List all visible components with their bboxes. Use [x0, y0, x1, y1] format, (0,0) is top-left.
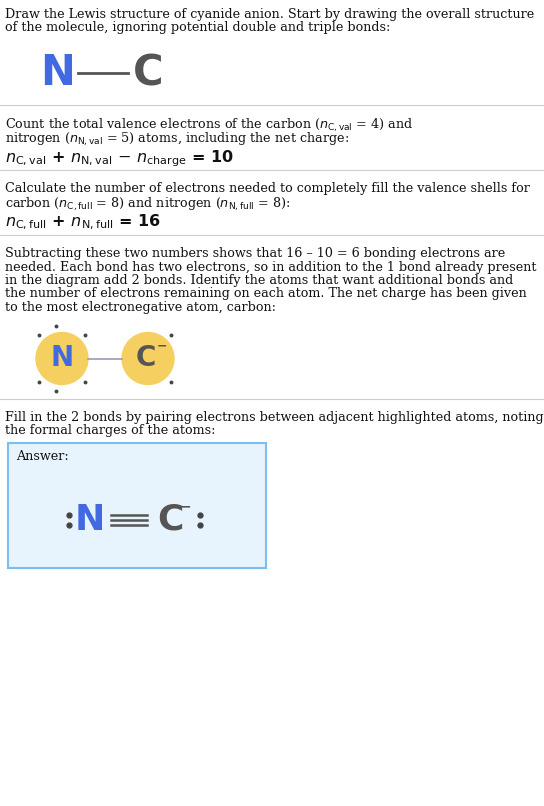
- Text: Subtracting these two numbers shows that 16 – 10 = 6 bonding electrons are: Subtracting these two numbers shows that…: [5, 247, 505, 260]
- Text: −: −: [157, 339, 167, 352]
- Text: N: N: [75, 503, 105, 537]
- Text: of the molecule, ignoring potential double and triple bonds:: of the molecule, ignoring potential doub…: [5, 22, 391, 35]
- FancyBboxPatch shape: [8, 442, 266, 567]
- Text: N: N: [41, 52, 76, 94]
- Text: needed. Each bond has two electrons, so in addition to the 1 bond already presen: needed. Each bond has two electrons, so …: [5, 260, 536, 273]
- Text: Calculate the number of electrons needed to completely fill the valence shells f: Calculate the number of electrons needed…: [5, 182, 530, 195]
- Text: −: −: [179, 499, 191, 513]
- Text: Draw the Lewis structure of cyanide anion. Start by drawing the overall structur: Draw the Lewis structure of cyanide anio…: [5, 8, 534, 21]
- Text: the formal charges of the atoms:: the formal charges of the atoms:: [5, 424, 215, 437]
- Text: Count the total valence electrons of the carbon ($n_\mathrm{C,val}$ = 4) and: Count the total valence electrons of the…: [5, 117, 413, 135]
- Text: C: C: [157, 503, 183, 537]
- Text: to the most electronegative atom, carbon:: to the most electronegative atom, carbon…: [5, 301, 276, 314]
- Text: Answer:: Answer:: [16, 451, 69, 463]
- Text: carbon ($n_\mathrm{C,full}$ = 8) and nitrogen ($n_\mathrm{N,full}$ = 8):: carbon ($n_\mathrm{C,full}$ = 8) and nit…: [5, 196, 290, 213]
- Text: in the diagram add 2 bonds. Identify the atoms that want additional bonds and: in the diagram add 2 bonds. Identify the…: [5, 274, 513, 287]
- Text: Fill in the 2 bonds by pairing electrons between adjacent highlighted atoms, not: Fill in the 2 bonds by pairing electrons…: [5, 410, 543, 423]
- Text: the number of electrons remaining on each atom. The net charge has been given: the number of electrons remaining on eac…: [5, 288, 527, 301]
- Circle shape: [36, 333, 88, 384]
- Circle shape: [122, 333, 174, 384]
- Text: C: C: [136, 344, 156, 372]
- Text: N: N: [51, 344, 73, 372]
- Text: $n_\mathrm{C,full}$ + $n_\mathrm{N,full}$ = 16: $n_\mathrm{C,full}$ + $n_\mathrm{N,full}…: [5, 213, 161, 232]
- Text: $n_\mathrm{C,val}$ + $n_\mathrm{N,val}$ $-$ $n_\mathrm{charge}$ = 10: $n_\mathrm{C,val}$ + $n_\mathrm{N,val}$ …: [5, 148, 233, 168]
- Text: C: C: [133, 52, 163, 94]
- Text: nitrogen ($n_\mathrm{N,val}$ = 5) atoms, including the net charge:: nitrogen ($n_\mathrm{N,val}$ = 5) atoms,…: [5, 131, 349, 147]
